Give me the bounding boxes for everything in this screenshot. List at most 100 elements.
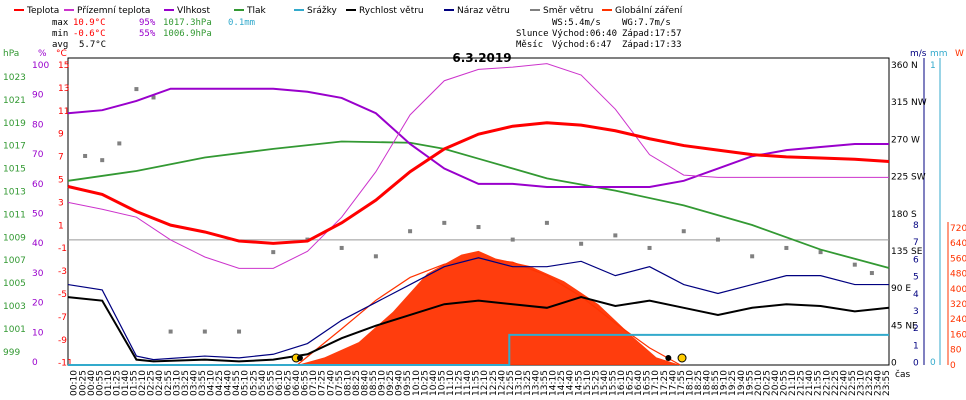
tick-pct-3: 70 (32, 150, 44, 160)
point-wind-dir-14 (476, 225, 481, 230)
tick-hpa-11: 1001 (3, 325, 26, 335)
tick-time-65: 16:25 (626, 370, 636, 396)
tick-time-86: 21:40 (805, 370, 815, 396)
tick-pct-6: 40 (32, 239, 44, 249)
point-wind-dir-22 (750, 254, 755, 259)
tick-time-70: 17:40 (668, 370, 678, 396)
tick-time-85: 21:25 (797, 370, 807, 396)
point-wind-dir-12 (408, 229, 413, 234)
point-wind-dir-0 (83, 153, 88, 158)
legend-label-4: Srážky (307, 6, 338, 16)
tick-time-40: 10:10 (412, 370, 422, 396)
tick-time-27: 06:55 (301, 370, 311, 396)
tick-time-9: 02:25 (147, 370, 157, 396)
tick-time-48: 12:10 (480, 370, 490, 396)
tick-time-1: 00:25 (78, 370, 88, 396)
tick-temp-13: -11 (58, 359, 73, 369)
stat-min-temp: -0.6°C (73, 29, 106, 39)
tick-temp-6: 3 (58, 198, 64, 208)
tick-temp-0: 15 (58, 61, 69, 71)
tick-time-11: 02:55 (164, 370, 174, 396)
tick-time-78: 19:40 (737, 370, 747, 396)
point-wind-dir-23 (784, 245, 789, 250)
legend-label-3: Tlak (246, 6, 267, 16)
tick-time-91: 22:55 (848, 370, 858, 396)
point-wind-dir-5 (168, 329, 173, 334)
point-wind-dir-7 (237, 329, 242, 334)
tick-time-35: 08:55 (369, 370, 379, 396)
point-wind-dir-21 (715, 237, 720, 242)
stat-max-label: max (52, 18, 69, 28)
tick-time-56: 14:10 (549, 370, 559, 396)
stat-avg-label: avg (52, 40, 68, 50)
legend: Teplota Přízemní teplota Vlhkost Tlak Srážky… (14, 6, 683, 16)
series-temperature (67, 121, 890, 245)
point-wind-dir-18 (613, 233, 618, 238)
series-ground-temp (67, 63, 889, 269)
tick-hpa-7: 1009 (3, 233, 26, 243)
tick-hpa-6: 1011 (3, 210, 26, 220)
tick-pct-1: 90 (32, 91, 44, 101)
tick-time-68: 17:10 (651, 370, 661, 396)
point-wind-dir-24 (818, 250, 823, 255)
tick-time-7: 01:55 (130, 370, 140, 396)
axis-label-temp: °C (56, 49, 67, 59)
tick-ms-5: 3 (913, 307, 919, 317)
point-wind-dir-19 (647, 245, 652, 250)
axis-label-ms: m/s (910, 49, 927, 59)
tick-time-73: 18:25 (694, 370, 704, 396)
tick-time-12: 03:10 (172, 370, 182, 396)
tick-w-2: 560 (950, 254, 966, 264)
tick-time-28: 07:10 (309, 370, 319, 396)
legend-label-0: Teplota (26, 6, 59, 16)
tick-time-62: 15:40 (600, 370, 610, 396)
tick-time-38: 09:40 (395, 370, 405, 396)
chart-title: 6.3.2019 (452, 51, 511, 65)
tick-w-9: 0 (950, 361, 956, 371)
tick-time-94: 23:40 (874, 370, 884, 396)
tick-time-66: 16:40 (634, 370, 644, 396)
stat-wg: WG:7.7m/s (622, 18, 671, 28)
tick-time-82: 20:40 (771, 370, 781, 396)
tick-time-69: 17:25 (660, 370, 670, 396)
tick-w-7: 160 (950, 330, 966, 340)
tick-w-1: 640 (950, 239, 966, 249)
tick-time-17: 04:25 (215, 370, 225, 396)
tick-dir-6: 90 E (891, 284, 911, 294)
tick-temp-9: -3 (58, 267, 67, 277)
tick-time-79: 19:55 (745, 370, 755, 396)
point-wind-dir-4 (151, 95, 156, 100)
tick-time-95: 23:55 (882, 370, 892, 396)
tick-hpa-9: 1005 (3, 279, 26, 289)
legend-label-2: Vlhkost (177, 6, 210, 16)
tick-hpa-3: 1017 (3, 142, 26, 152)
stat-min-hum: 55% (139, 29, 156, 39)
tick-time-6: 01:40 (121, 370, 131, 396)
tick-time-30: 07:40 (326, 370, 336, 396)
tick-time-39: 09:55 (403, 370, 413, 396)
tick-time-72: 18:10 (685, 370, 695, 396)
stat-sun-rise: Východ:06:40 (552, 29, 617, 39)
tick-time-83: 20:55 (780, 370, 790, 396)
tick-time-43: 10:55 (437, 370, 447, 396)
tick-time-21: 05:25 (249, 370, 259, 396)
tick-ms-0: 8 (913, 221, 919, 231)
tick-pct-0: 100 (32, 61, 49, 71)
tick-hpa-1: 1021 (3, 96, 26, 106)
tick-time-31: 07:55 (335, 370, 345, 396)
point-wind-dir-10 (339, 245, 344, 250)
tick-time-32: 08:10 (343, 370, 353, 396)
point-wind-dir-25 (852, 262, 857, 267)
point-wind-dir-15 (510, 237, 515, 242)
stat-max-press: 1017.3hPa (163, 18, 212, 28)
tick-ms-1: 7 (913, 238, 919, 248)
tick-pct-4: 60 (32, 180, 44, 190)
tick-pct-10: 0 (32, 358, 38, 368)
tick-hpa-5: 1013 (3, 188, 26, 198)
stats-block: max 10.9°C 95% 1017.3hPa 0.1mm min -0.6°… (52, 18, 682, 50)
tick-time-33: 08:25 (352, 370, 362, 396)
tick-temp-7: 1 (58, 221, 64, 231)
tick-w-4: 400 (950, 285, 966, 295)
tick-w-3: 480 (950, 270, 966, 280)
tick-time-14: 03:40 (189, 370, 199, 396)
